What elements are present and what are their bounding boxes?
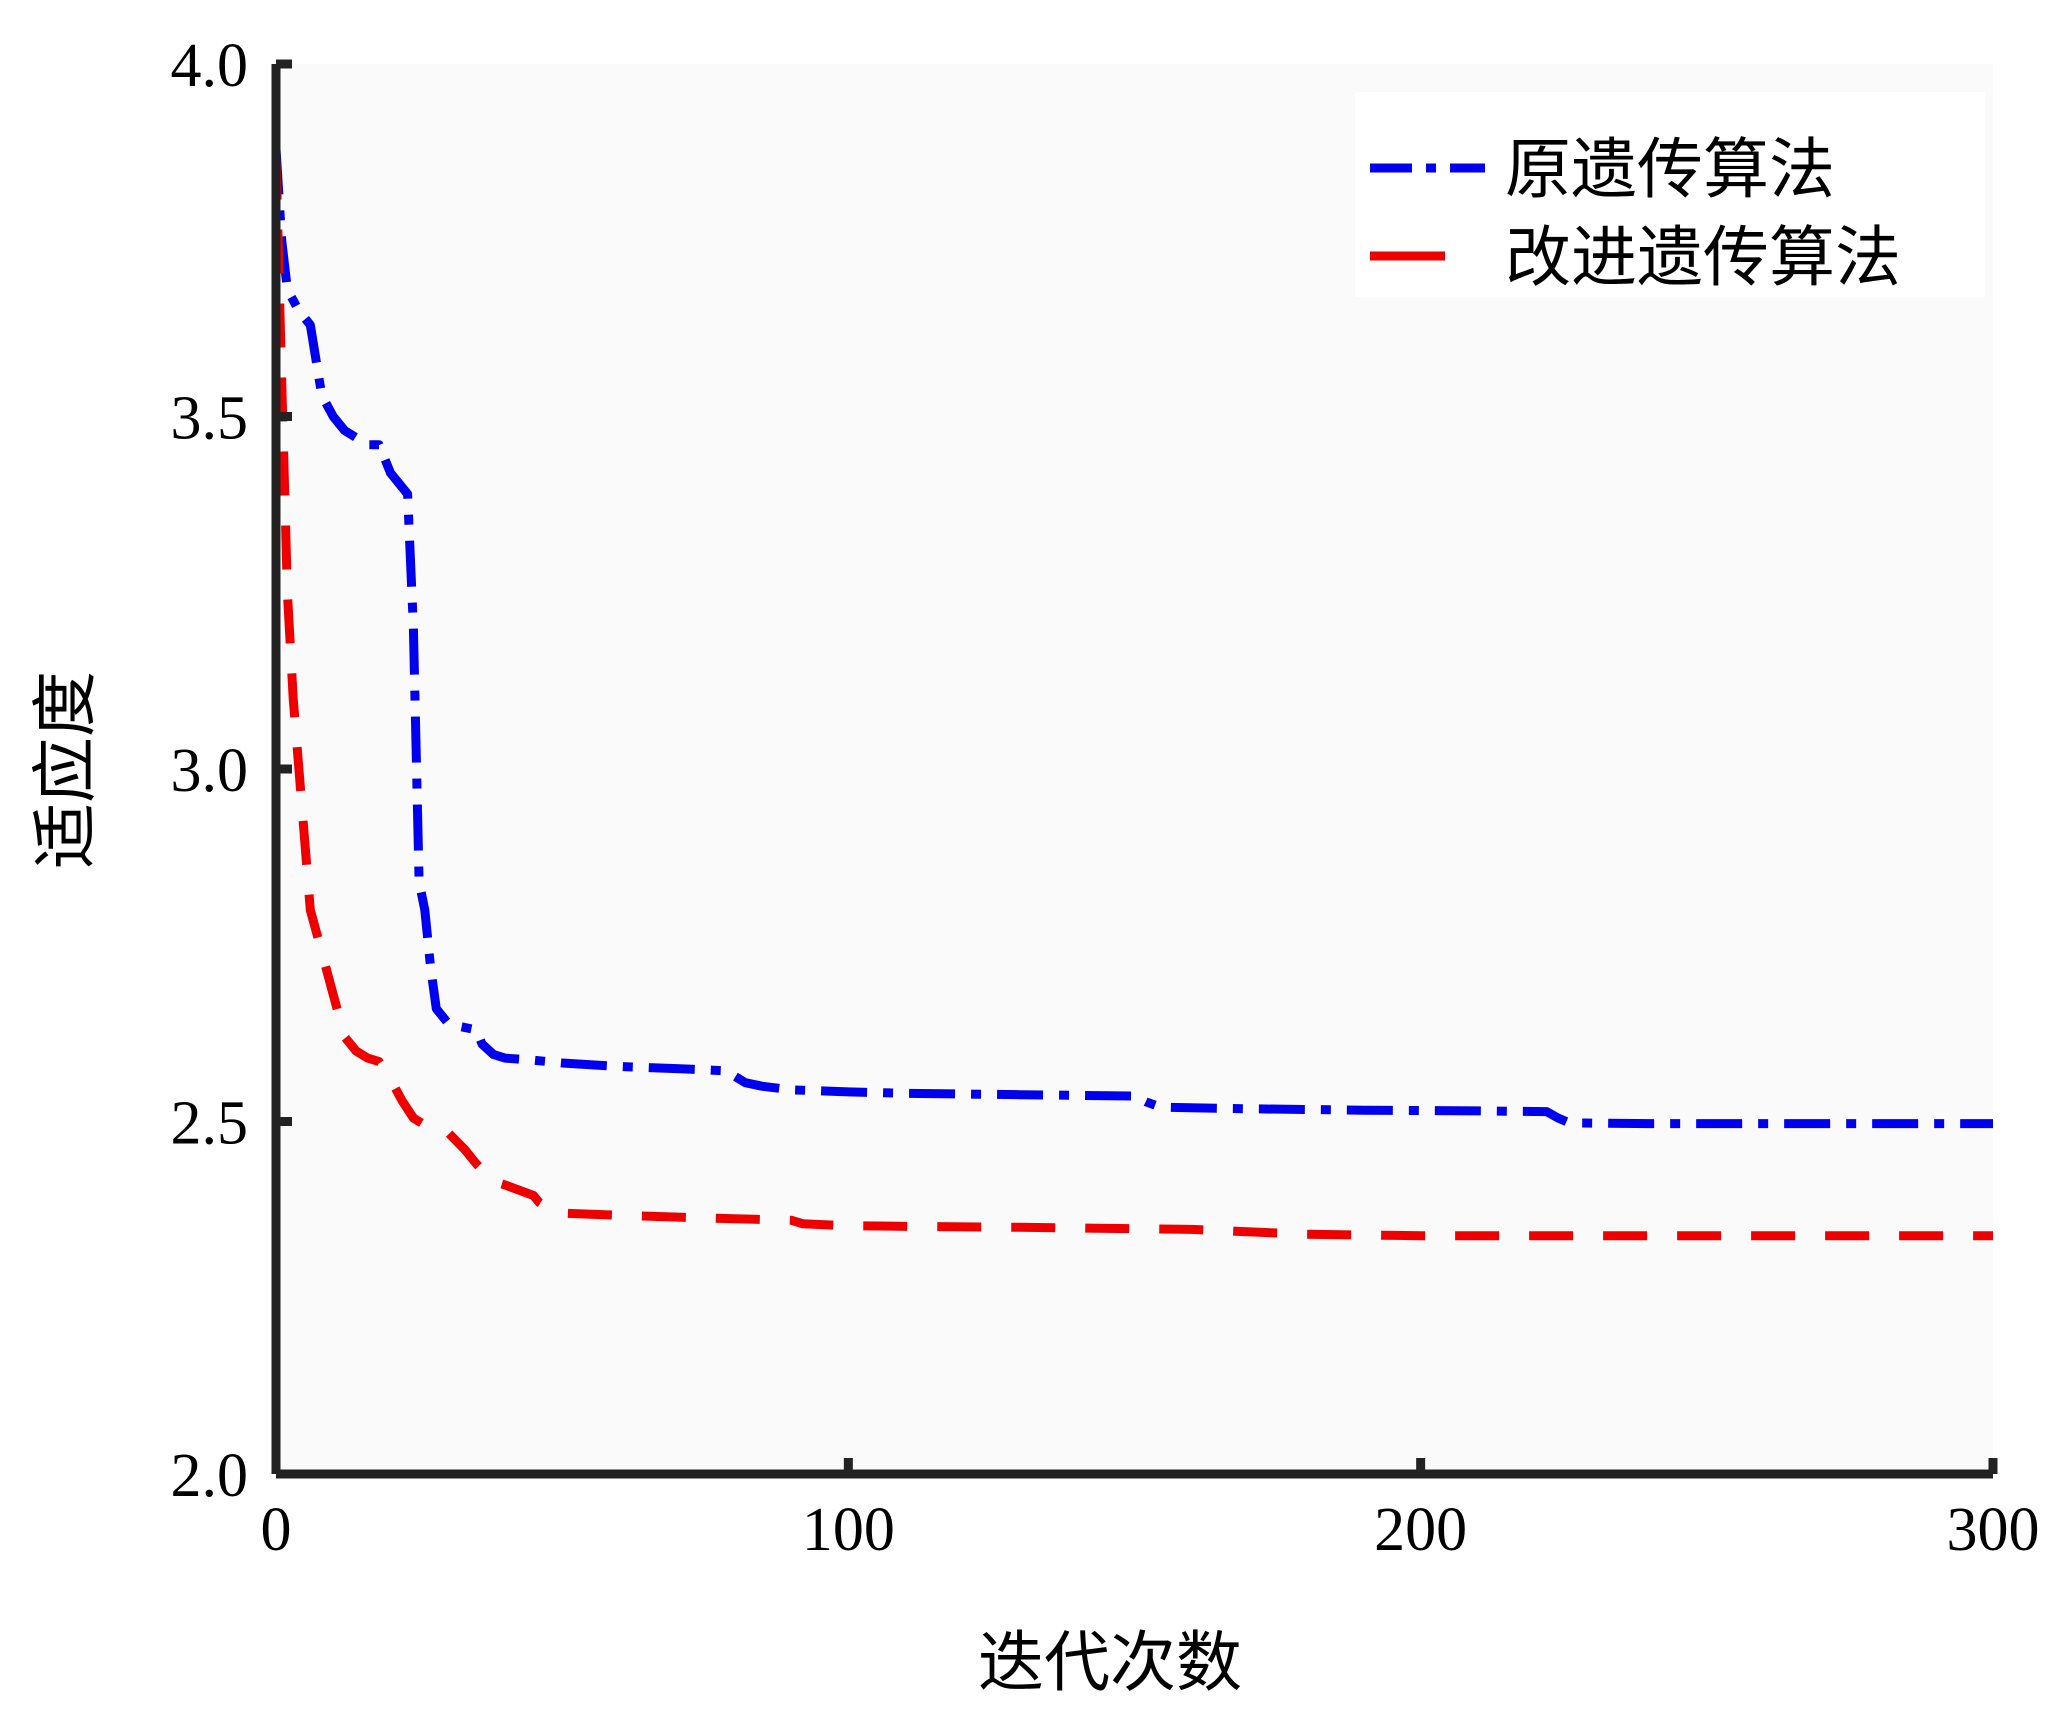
y-tick-label: 2.0 <box>171 1442 249 1510</box>
x-tick-label: 0 <box>261 1496 292 1564</box>
series-line-1 <box>271 148 1993 1129</box>
legend-background <box>1355 92 1985 297</box>
y-axis-title: 适应度 <box>27 671 104 869</box>
y-tick-label: 3.0 <box>171 737 249 805</box>
legend-label-1: 原遗传算法 <box>1505 131 1835 208</box>
x-tick-label: 200 <box>1374 1496 1467 1564</box>
y-tick-label: 4.0 <box>171 32 249 100</box>
ticks-layer: 0 100 200 300 2.0 2.5 3.0 3.5 4.0 <box>171 32 2040 1564</box>
x-tick-label: 300 <box>1947 1496 2040 1564</box>
x-tick-label: 100 <box>802 1496 895 1564</box>
series-layer <box>271 148 1993 1241</box>
legend-label-2: 改进遗传算法 <box>1505 219 1901 296</box>
y-tick-label: 2.5 <box>171 1090 249 1158</box>
y-tick-label: 3.5 <box>171 385 249 453</box>
series-line-2 <box>271 155 1993 1241</box>
x-axis-title: 迭代次数 <box>978 1624 1242 1701</box>
